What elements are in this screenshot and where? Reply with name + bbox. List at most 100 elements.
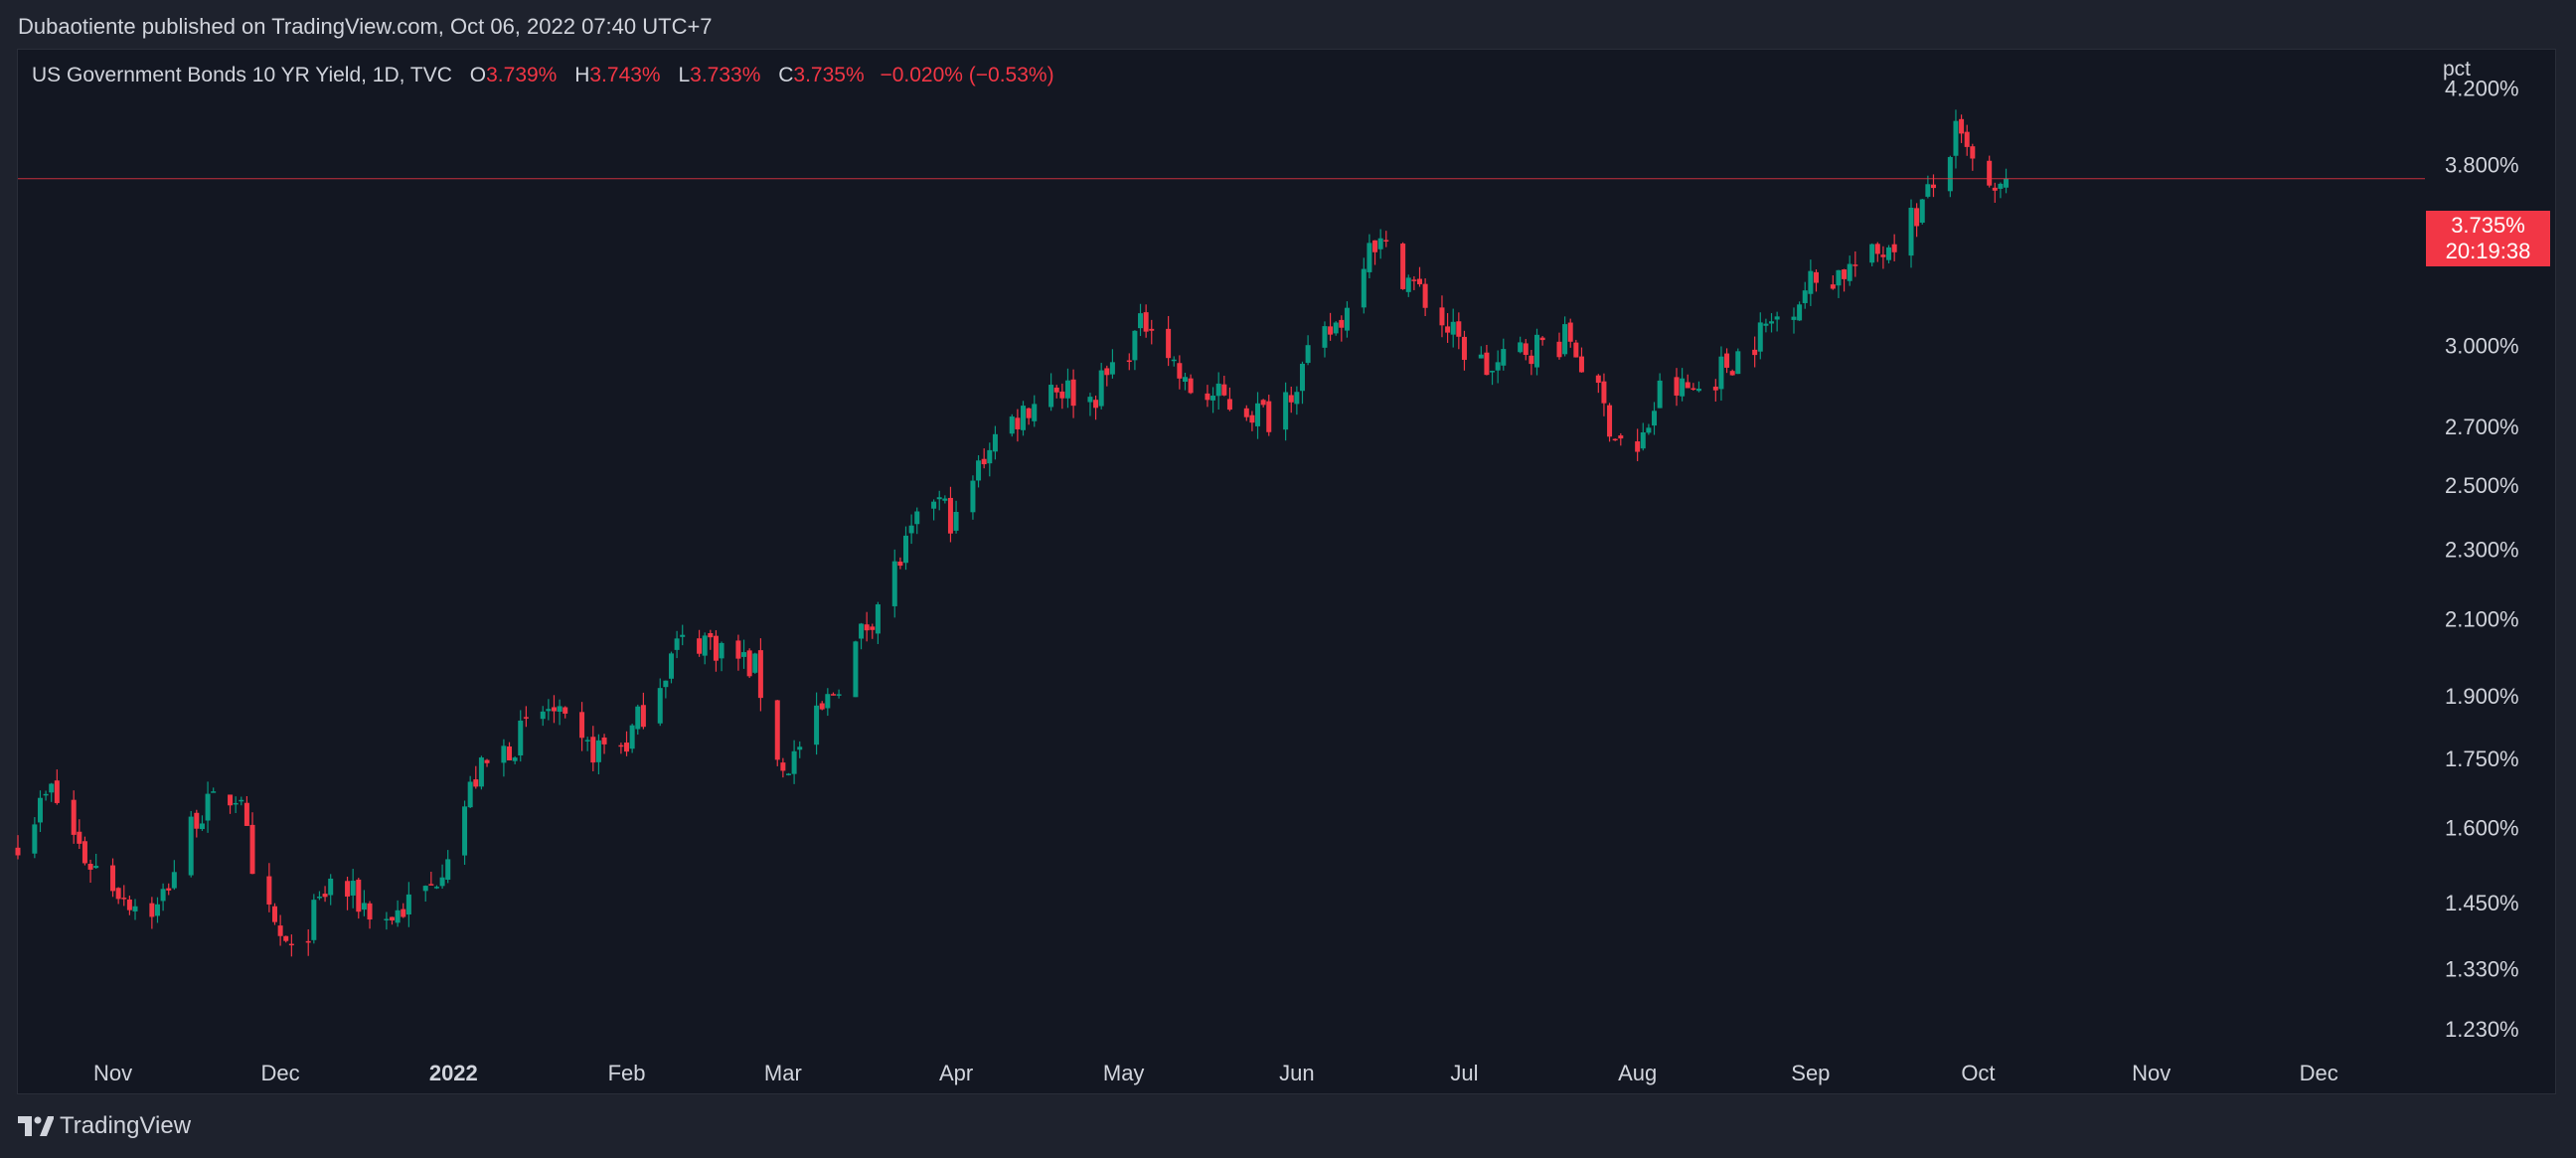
candle[interactable] — [1328, 312, 1334, 341]
candle[interactable] — [1953, 109, 1959, 169]
candle[interactable] — [305, 929, 311, 956]
candle[interactable] — [1791, 307, 1797, 334]
candle[interactable] — [1445, 313, 1451, 343]
candle[interactable] — [1562, 316, 1568, 357]
candle[interactable] — [49, 782, 55, 802]
candle[interactable] — [1070, 369, 1076, 418]
candle[interactable] — [2004, 168, 2010, 194]
candle[interactable] — [891, 549, 897, 618]
candle[interactable] — [1556, 332, 1562, 360]
candle[interactable] — [1874, 242, 1880, 262]
candle[interactable] — [1288, 386, 1294, 414]
candle[interactable] — [395, 900, 401, 927]
chart-panel[interactable] — [17, 49, 2556, 1094]
candle[interactable] — [71, 790, 77, 844]
candle[interactable] — [1886, 245, 1892, 263]
candle[interactable] — [1048, 373, 1054, 412]
candle[interactable] — [1383, 231, 1389, 248]
candle[interactable] — [110, 858, 116, 898]
candle[interactable] — [211, 787, 217, 793]
candle[interactable] — [361, 890, 367, 916]
candle[interactable] — [1657, 373, 1663, 409]
candle[interactable] — [551, 695, 557, 724]
candle[interactable] — [1869, 243, 1875, 266]
candle[interactable] — [1109, 349, 1115, 379]
candle[interactable] — [1769, 313, 1775, 333]
candle[interactable] — [697, 629, 703, 657]
candle[interactable] — [271, 903, 277, 925]
candle[interactable] — [1283, 382, 1289, 441]
candle[interactable] — [1243, 405, 1249, 421]
candle[interactable] — [439, 864, 445, 890]
candle[interactable] — [160, 883, 166, 911]
candle[interactable] — [1177, 355, 1183, 390]
candle[interactable] — [546, 699, 552, 721]
candle[interactable] — [914, 507, 920, 535]
candle[interactable] — [1501, 338, 1507, 371]
candle[interactable] — [836, 689, 842, 699]
candle[interactable] — [1266, 395, 1272, 436]
candle[interactable] — [1695, 381, 1701, 393]
candle[interactable] — [1367, 234, 1372, 278]
candle[interactable] — [249, 812, 255, 875]
candle[interactable] — [1132, 330, 1138, 371]
candle[interactable] — [1987, 155, 1993, 188]
candle[interactable] — [1456, 312, 1462, 350]
candle[interactable] — [780, 757, 786, 778]
candle[interactable] — [1908, 199, 1914, 268]
candle[interactable] — [629, 724, 635, 753]
tradingview-logo[interactable]: TradingView — [18, 1112, 191, 1140]
candle[interactable] — [1729, 369, 1735, 376]
candle[interactable] — [1802, 281, 1808, 309]
candle[interactable] — [171, 860, 177, 891]
candle[interactable] — [1087, 393, 1093, 416]
candle[interactable] — [902, 526, 908, 571]
candle[interactable] — [115, 887, 121, 905]
candle[interactable] — [668, 651, 674, 684]
candle[interactable] — [1322, 321, 1328, 358]
candle[interactable] — [557, 699, 563, 726]
candle[interactable] — [1221, 376, 1227, 397]
candle[interactable] — [791, 740, 797, 784]
candle[interactable] — [942, 495, 948, 504]
candle[interactable] — [987, 442, 993, 477]
candle[interactable] — [1490, 370, 1496, 386]
candle[interactable] — [746, 648, 752, 679]
candle[interactable] — [1344, 301, 1350, 338]
candle[interactable] — [154, 897, 160, 923]
candle[interactable] — [1797, 301, 1803, 321]
candle[interactable] — [478, 755, 484, 790]
candle[interactable] — [507, 742, 513, 761]
candle[interactable] — [1752, 336, 1758, 368]
candle[interactable] — [277, 914, 283, 946]
candle[interactable] — [830, 692, 836, 696]
candle[interactable] — [1249, 411, 1255, 431]
candle[interactable] — [663, 680, 669, 699]
candle[interactable] — [1478, 346, 1484, 359]
candle[interactable] — [1618, 432, 1624, 446]
candle[interactable] — [1098, 363, 1104, 410]
candle[interactable] — [992, 425, 998, 460]
candle[interactable] — [473, 765, 479, 789]
candle[interactable] — [1032, 395, 1038, 427]
candle[interactable] — [1919, 199, 1925, 225]
candle[interactable] — [1518, 336, 1524, 354]
candle[interactable] — [467, 775, 473, 808]
candle[interactable] — [713, 630, 719, 672]
candle[interactable] — [512, 755, 518, 764]
candle[interactable] — [356, 878, 362, 919]
candle[interactable] — [752, 652, 758, 674]
candle[interactable] — [350, 869, 356, 909]
candle[interactable] — [1053, 385, 1059, 399]
candle[interactable] — [1640, 422, 1646, 451]
candle[interactable] — [1992, 182, 1998, 203]
candle[interactable] — [674, 630, 680, 659]
candle[interactable] — [1690, 383, 1696, 391]
candle[interactable] — [1930, 174, 1936, 198]
candle[interactable] — [1021, 401, 1027, 436]
candle[interactable] — [54, 769, 60, 805]
candle[interactable] — [484, 758, 490, 767]
candle[interactable] — [37, 790, 43, 832]
candle[interactable] — [422, 885, 428, 903]
candle[interactable] — [579, 702, 585, 751]
